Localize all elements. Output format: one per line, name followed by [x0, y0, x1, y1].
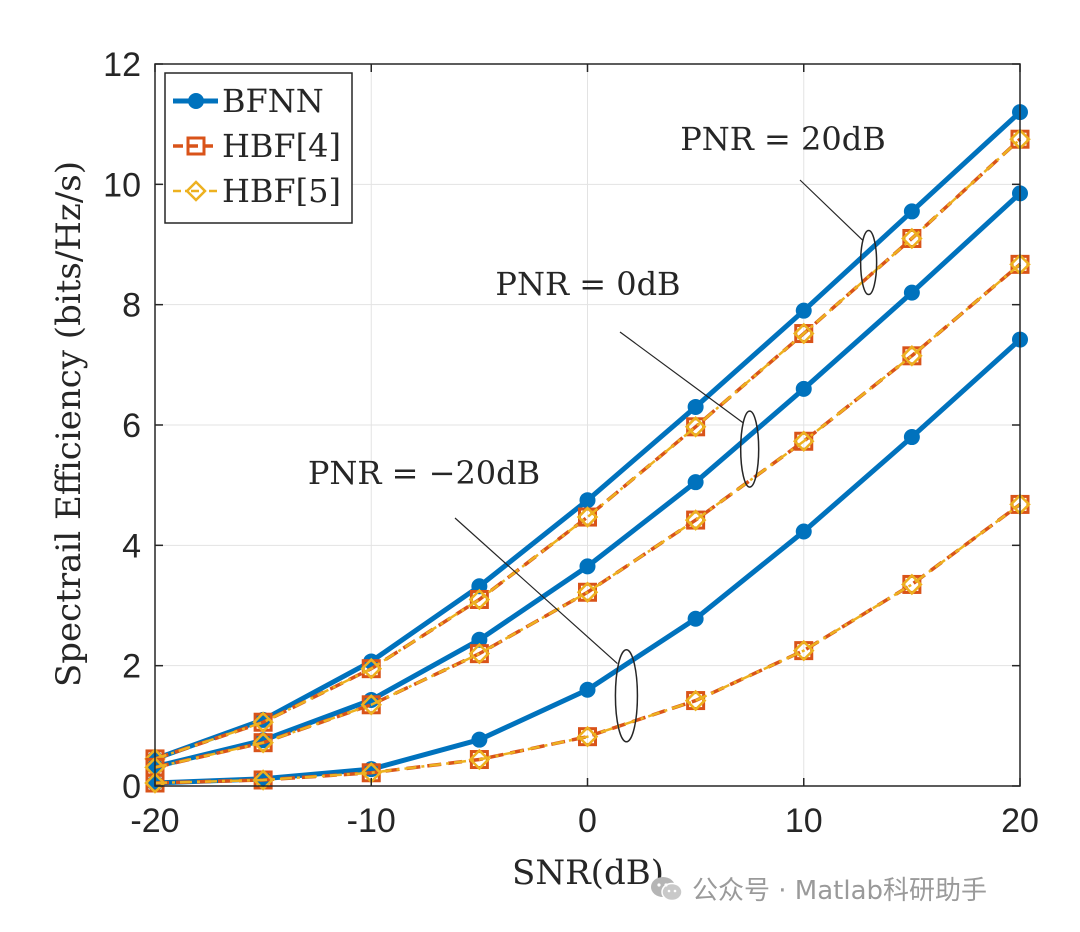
- y-tick-label: 2: [122, 648, 141, 686]
- annotation-leader: [799, 179, 864, 241]
- bfnn-point: [471, 731, 488, 748]
- bfnn-point: [795, 380, 812, 397]
- legend-label: HBF[4]: [222, 127, 341, 165]
- hbf5-point: [252, 711, 274, 733]
- y-tick-label: 12: [103, 46, 141, 84]
- hbf5-point: [792, 639, 815, 662]
- legend: BFNN HBF[4] HBF[5]: [164, 72, 353, 224]
- hbf5-point: [468, 748, 491, 771]
- annotation-ellipse: [614, 649, 639, 743]
- legend-marker: [186, 136, 206, 156]
- bfnn-point: [795, 302, 812, 319]
- bfnn-point: [903, 429, 920, 446]
- series-line: [154, 503, 1021, 785]
- annotation-label: PNR = −20dB: [308, 454, 540, 492]
- hbf5-point: [901, 227, 923, 250]
- hbf5-point: [901, 345, 923, 367]
- bfnn-point: [795, 523, 812, 540]
- y-tick-label: 4: [122, 527, 141, 565]
- x-tick-label: 0: [578, 802, 597, 840]
- hbf5-point: [576, 506, 599, 528]
- legend-label: HBF[5]: [222, 172, 341, 210]
- x-tick-label: -10: [347, 802, 396, 840]
- series-line: [154, 263, 1021, 769]
- x-axis-label: SNR(dB): [512, 853, 664, 893]
- tick-labels: 0 2 4 6 8 10 12 -20 -10 0 10 20: [103, 46, 1039, 840]
- hbf5-point: [360, 657, 383, 680]
- series-bfnn: [147, 185, 1028, 775]
- legend-marker: [188, 93, 204, 109]
- y-tick-label: 0: [122, 768, 141, 806]
- bfnn-point: [579, 681, 596, 698]
- bfnn-point: [903, 284, 920, 301]
- watermark: 公众号 · Matlab科研助手: [650, 870, 987, 907]
- annotation-label: PNR = 20dB: [680, 120, 886, 158]
- series-hbf5: [144, 253, 1031, 779]
- annotation-leader: [619, 331, 744, 423]
- bfnn-point: [687, 474, 704, 491]
- bfnn-point: [903, 203, 920, 220]
- hbf5-point: [792, 322, 815, 345]
- x-tick-label: -20: [130, 802, 179, 840]
- y-tick-label: 6: [122, 407, 141, 445]
- hbf5-point: [792, 430, 815, 453]
- legend-marker: [185, 180, 207, 202]
- annotation-ellipse: [859, 229, 878, 296]
- bfnn-point: [579, 492, 596, 509]
- annotation-leader: [454, 517, 618, 664]
- hbf5-point: [576, 725, 599, 748]
- bfnn-point: [471, 631, 488, 648]
- watermark-text: 公众号 · Matlab科研助手: [692, 876, 988, 906]
- wechat-icon: [651, 876, 683, 901]
- y-axis-label: Spectrail Efficiency (bits/Hz/s): [49, 161, 89, 687]
- y-tick-label: 10: [103, 166, 141, 204]
- axes-frame: [154, 63, 1021, 787]
- annotation-layer: PNR = 20dB PNR = 0dB PNR = −20dB: [308, 120, 886, 743]
- hbf5-point: [684, 416, 707, 438]
- bfnn-point: [579, 558, 596, 575]
- hbf5-point: [576, 581, 599, 604]
- hbf5-point: [360, 694, 383, 716]
- hbf5-point: [144, 772, 166, 794]
- hbf5-point: [684, 689, 707, 712]
- x-tick-label: 10: [785, 802, 823, 840]
- legend-label: BFNN: [222, 82, 324, 120]
- bfnn-point: [687, 398, 704, 415]
- hbf5-point: [468, 642, 491, 665]
- annotation-label: PNR = 0dB: [495, 265, 680, 303]
- x-tick-label: 20: [1001, 802, 1039, 840]
- hbf5-point: [901, 573, 923, 596]
- hbf5-point: [684, 509, 707, 531]
- bfnn-point: [687, 610, 704, 627]
- hbf5-point: [252, 731, 274, 754]
- y-tick-label: 8: [122, 287, 141, 325]
- series-hbf5: [144, 493, 1031, 794]
- hbf5-point: [252, 769, 274, 791]
- annotation-ellipse: [739, 410, 760, 488]
- hbf5-point: [468, 588, 491, 611]
